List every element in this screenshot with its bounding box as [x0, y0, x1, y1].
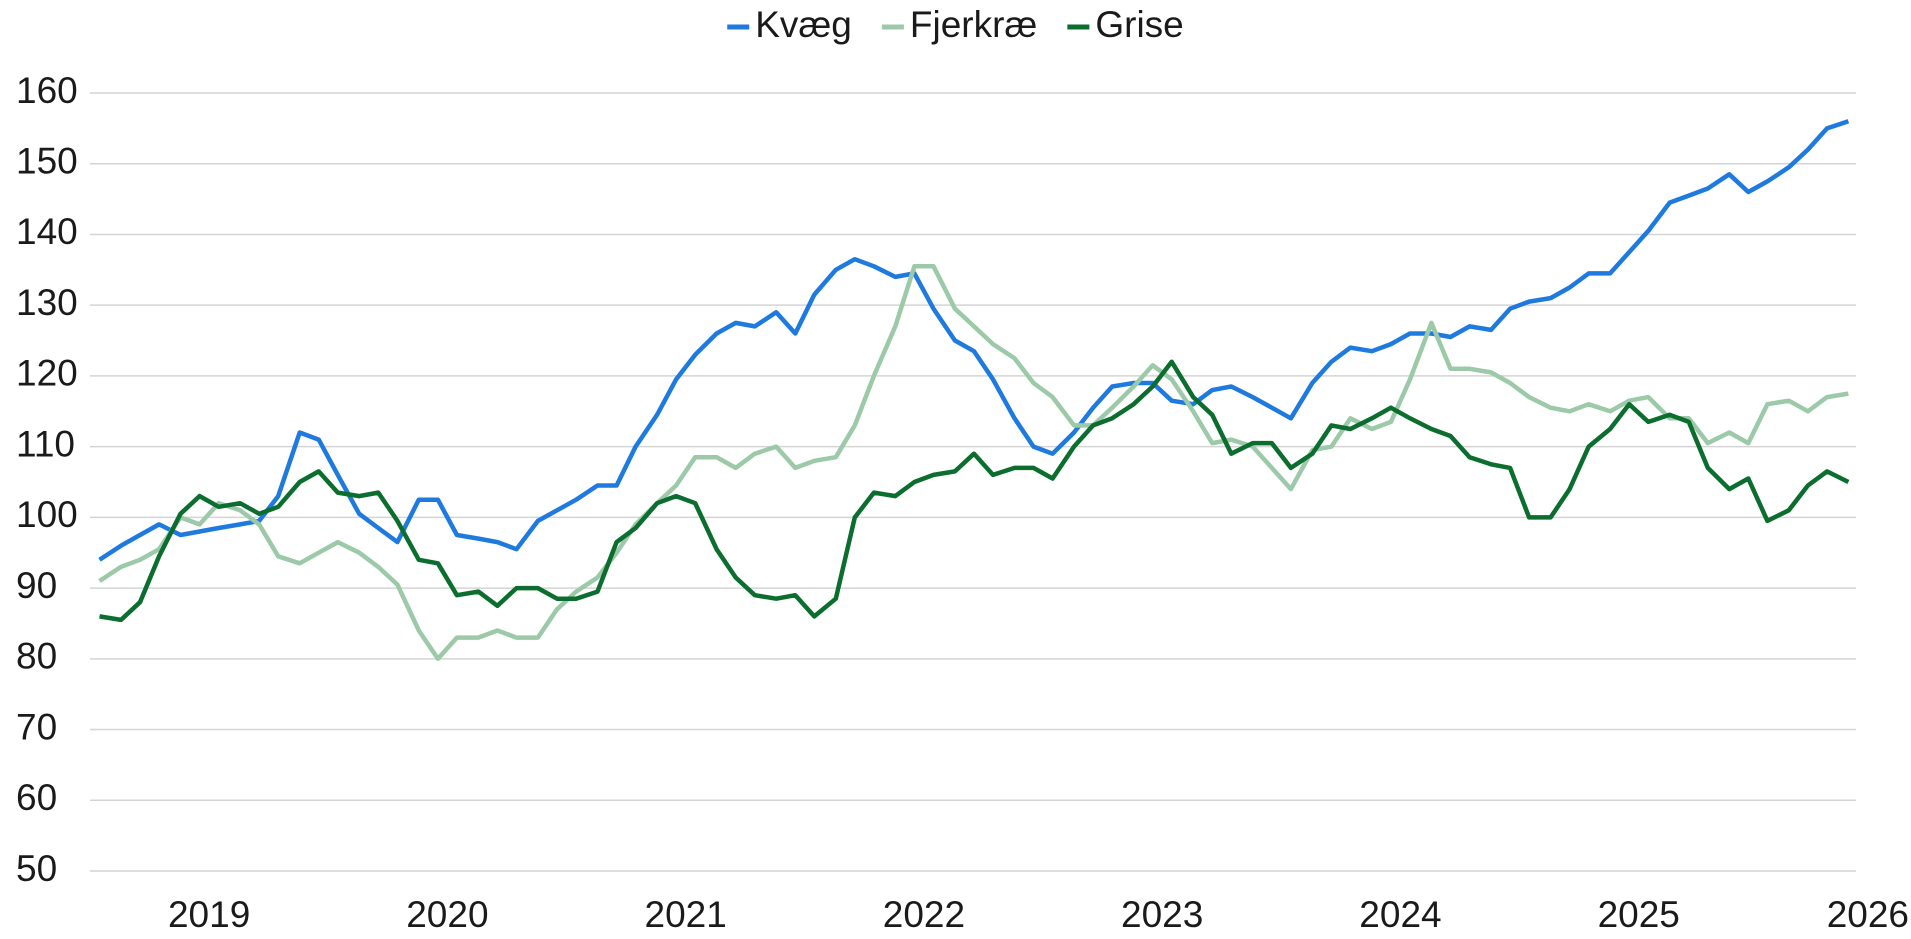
x-tick-label: 2020 [406, 894, 488, 935]
legend-label: Grise [1095, 4, 1183, 45]
line-series [98, 264, 1849, 662]
y-tick-label: 160 [16, 70, 78, 111]
y-tick-label: 150 [16, 141, 78, 182]
y-tick-label: 130 [16, 282, 78, 323]
x-tick-label: 2024 [1359, 894, 1441, 935]
y-tick-label: 140 [16, 211, 78, 252]
x-tick-label: 2025 [1598, 894, 1680, 935]
legend-label: Fjerkræ [910, 4, 1037, 45]
y-tick-label: 70 [16, 706, 57, 747]
y-tick-label: 60 [16, 777, 57, 818]
x-tick-label: 2026 [1827, 894, 1909, 935]
x-tick-label: 2023 [1121, 894, 1203, 935]
legend-label: Kvæg [755, 4, 852, 45]
y-tick-label: 90 [16, 565, 57, 606]
y-tick-label: 100 [16, 494, 78, 535]
line-series [98, 119, 1850, 562]
line-series [99, 359, 1850, 623]
y-tick-label: 110 [16, 423, 75, 464]
y-tick-label: 80 [16, 636, 57, 677]
x-tick-label: 2022 [883, 894, 965, 935]
x-tick-label: 2021 [645, 894, 727, 935]
y-tick-label: 120 [16, 353, 78, 394]
x-tick-label: 2019 [168, 894, 250, 935]
y-tick-label: 50 [16, 848, 57, 889]
